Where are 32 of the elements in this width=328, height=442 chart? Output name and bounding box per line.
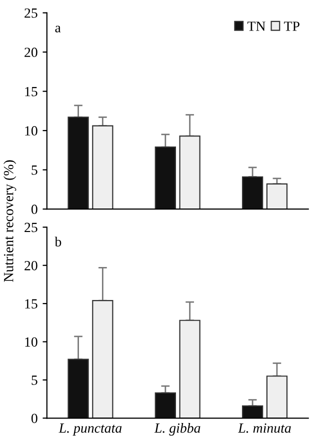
y-tick-label: 5 bbox=[32, 166, 38, 175]
x-tick-label: L. gibba bbox=[154, 422, 200, 436]
y-tick-label: 20 bbox=[24, 48, 38, 58]
bar bbox=[179, 320, 200, 418]
bar bbox=[92, 125, 114, 210]
bar bbox=[68, 358, 89, 418]
bar bbox=[266, 376, 288, 418]
annotation: b bbox=[54, 236, 62, 247]
bar bbox=[179, 136, 200, 210]
y-tick-label: 25 bbox=[24, 222, 38, 232]
y-tick-label: 5 bbox=[32, 376, 38, 385]
bar bbox=[68, 116, 89, 210]
y-tick-label: 15 bbox=[25, 86, 38, 96]
bar bbox=[154, 146, 176, 210]
bar bbox=[242, 176, 264, 210]
x-tick-label: L. punctata bbox=[58, 424, 122, 436]
x-tick-label: L. minuta bbox=[238, 423, 291, 433]
y-tick-label: 0 bbox=[31, 204, 38, 214]
bar bbox=[266, 183, 288, 210]
bar bbox=[92, 300, 114, 418]
y-tick-label: 10 bbox=[25, 126, 38, 136]
y-tick-label: 10 bbox=[25, 337, 38, 347]
legend-label: TP bbox=[284, 22, 300, 31]
y-tick-label: 20 bbox=[24, 260, 38, 270]
y-axis-title: Nutrient recovery (%) bbox=[4, 160, 16, 282]
y-tick-label: 15 bbox=[25, 299, 38, 309]
bar bbox=[242, 405, 264, 418]
y-tick-label: 25 bbox=[24, 8, 38, 18]
y-tick-label: 0 bbox=[31, 414, 38, 424]
annotation: a bbox=[55, 26, 61, 32]
legend-label: TN bbox=[247, 22, 266, 31]
bar bbox=[154, 392, 176, 418]
